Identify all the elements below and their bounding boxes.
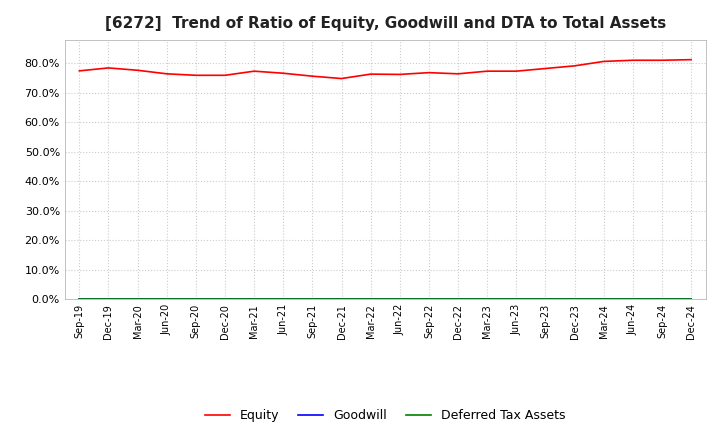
Goodwill bbox=[657, 297, 666, 302]
Deferred Tax Assets bbox=[570, 297, 579, 302]
Goodwill bbox=[483, 297, 492, 302]
Goodwill bbox=[366, 297, 375, 302]
Equity bbox=[279, 70, 287, 76]
Goodwill bbox=[250, 297, 258, 302]
Goodwill bbox=[192, 297, 200, 302]
Goodwill bbox=[687, 297, 696, 302]
Goodwill bbox=[629, 297, 637, 302]
Goodwill bbox=[133, 297, 142, 302]
Line: Equity: Equity bbox=[79, 60, 691, 78]
Equity bbox=[337, 76, 346, 81]
Equity bbox=[454, 71, 462, 77]
Goodwill bbox=[541, 297, 550, 302]
Deferred Tax Assets bbox=[279, 297, 287, 302]
Goodwill bbox=[220, 297, 229, 302]
Equity bbox=[570, 63, 579, 69]
Deferred Tax Assets bbox=[337, 297, 346, 302]
Equity bbox=[104, 65, 113, 70]
Equity bbox=[657, 58, 666, 63]
Deferred Tax Assets bbox=[192, 297, 200, 302]
Goodwill bbox=[512, 297, 521, 302]
Deferred Tax Assets bbox=[629, 297, 637, 302]
Deferred Tax Assets bbox=[308, 297, 317, 302]
Deferred Tax Assets bbox=[163, 297, 171, 302]
Legend: Equity, Goodwill, Deferred Tax Assets: Equity, Goodwill, Deferred Tax Assets bbox=[200, 404, 570, 427]
Deferred Tax Assets bbox=[512, 297, 521, 302]
Title: [6272]  Trend of Ratio of Equity, Goodwill and DTA to Total Assets: [6272] Trend of Ratio of Equity, Goodwil… bbox=[104, 16, 666, 32]
Equity bbox=[541, 66, 550, 71]
Deferred Tax Assets bbox=[104, 297, 113, 302]
Equity bbox=[483, 69, 492, 74]
Deferred Tax Assets bbox=[425, 297, 433, 302]
Goodwill bbox=[599, 297, 608, 302]
Equity bbox=[366, 71, 375, 77]
Deferred Tax Assets bbox=[250, 297, 258, 302]
Goodwill bbox=[337, 297, 346, 302]
Goodwill bbox=[454, 297, 462, 302]
Goodwill bbox=[75, 297, 84, 302]
Equity bbox=[133, 68, 142, 73]
Deferred Tax Assets bbox=[657, 297, 666, 302]
Equity bbox=[395, 72, 404, 77]
Equity bbox=[512, 69, 521, 74]
Equity bbox=[599, 59, 608, 64]
Goodwill bbox=[104, 297, 113, 302]
Goodwill bbox=[163, 297, 171, 302]
Deferred Tax Assets bbox=[220, 297, 229, 302]
Equity bbox=[425, 70, 433, 75]
Deferred Tax Assets bbox=[75, 297, 84, 302]
Equity bbox=[250, 69, 258, 74]
Goodwill bbox=[279, 297, 287, 302]
Equity bbox=[75, 68, 84, 73]
Equity bbox=[308, 73, 317, 79]
Equity bbox=[220, 73, 229, 78]
Equity bbox=[629, 58, 637, 63]
Goodwill bbox=[425, 297, 433, 302]
Equity bbox=[687, 57, 696, 62]
Deferred Tax Assets bbox=[483, 297, 492, 302]
Deferred Tax Assets bbox=[395, 297, 404, 302]
Deferred Tax Assets bbox=[599, 297, 608, 302]
Equity bbox=[163, 71, 171, 77]
Deferred Tax Assets bbox=[687, 297, 696, 302]
Goodwill bbox=[395, 297, 404, 302]
Deferred Tax Assets bbox=[366, 297, 375, 302]
Equity bbox=[192, 73, 200, 78]
Goodwill bbox=[308, 297, 317, 302]
Deferred Tax Assets bbox=[541, 297, 550, 302]
Deferred Tax Assets bbox=[133, 297, 142, 302]
Goodwill bbox=[570, 297, 579, 302]
Deferred Tax Assets bbox=[454, 297, 462, 302]
